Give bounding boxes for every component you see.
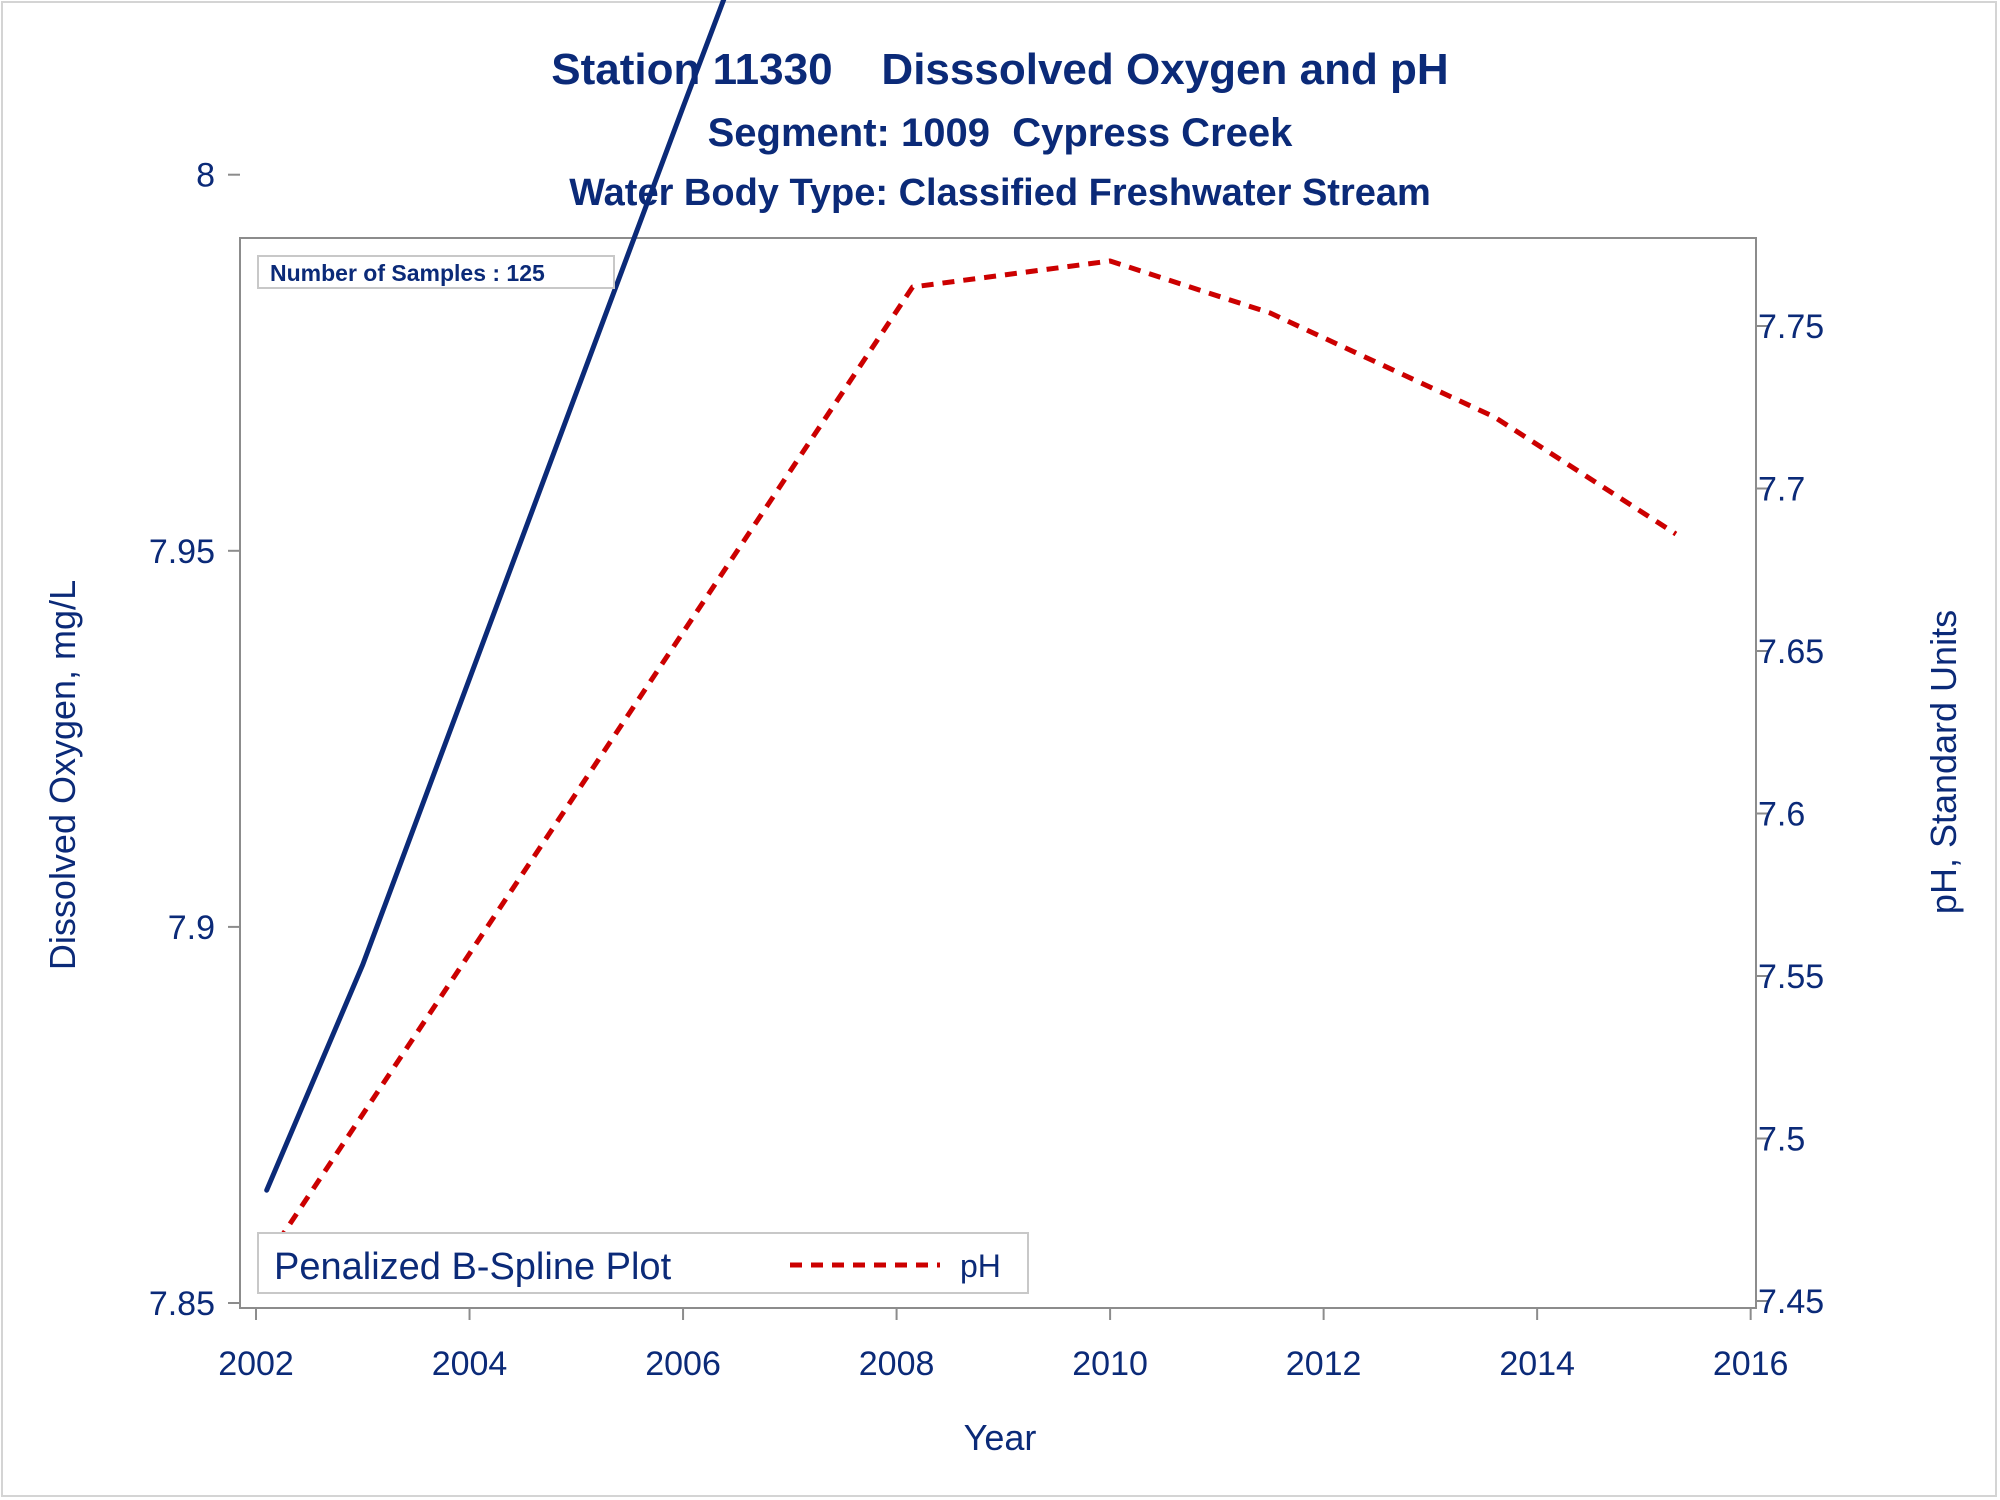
sample-count-text: Number of Samples : 125 bbox=[270, 260, 545, 286]
y-right-tick-label: 7.45 bbox=[1758, 1283, 1824, 1321]
y-left-tick-label: 7.85 bbox=[149, 1285, 215, 1323]
x-tick-label: 2010 bbox=[1072, 1345, 1148, 1383]
x-tick-label: 2012 bbox=[1286, 1345, 1362, 1383]
y-left-tick-label: 8 bbox=[196, 157, 215, 195]
legend-ph-label: pH bbox=[960, 1248, 1001, 1284]
y-axis-left-label: Dissolved Oxygen, mg/L bbox=[42, 580, 83, 970]
chart-title: Station 11330 Disssolved Oxygen and pH bbox=[551, 45, 1448, 94]
y-right-tick-label: 7.7 bbox=[1758, 471, 1805, 509]
y-right-tick-label: 7.75 bbox=[1758, 308, 1824, 346]
x-tick-label: 2008 bbox=[859, 1345, 935, 1383]
y-axis-right-label: pH, Standard Units bbox=[1923, 610, 1964, 914]
x-tick-label: 2016 bbox=[1713, 1345, 1789, 1383]
x-tick-label: 2002 bbox=[218, 1345, 294, 1383]
series-lines bbox=[264, 0, 1678, 1261]
x-tick-label: 2004 bbox=[432, 1345, 508, 1383]
y-right-tick-label: 7.6 bbox=[1758, 796, 1805, 834]
y-left-tick-label: 7.95 bbox=[149, 533, 215, 571]
y-axis-left: 7.857.97.9588.058.1 bbox=[149, 157, 240, 1323]
sample-count-box bbox=[257, 255, 615, 289]
x-tick-label: 2006 bbox=[645, 1345, 721, 1383]
x-axis-label: Year bbox=[964, 1417, 1037, 1458]
y-right-tick-label: 7.5 bbox=[1758, 1121, 1805, 1159]
x-tick-label: 2014 bbox=[1499, 1345, 1575, 1383]
series-dissolved-oxygen-line bbox=[264, 0, 727, 1193]
chart-subtitle: Segment: 1009 Cypress Creek bbox=[708, 111, 1294, 155]
x-axis: 2002 2004 2006 2008 2010 2012 2014 2016 bbox=[218, 1308, 1788, 1383]
series-ph-line bbox=[264, 258, 1678, 1261]
plot-area bbox=[239, 237, 1757, 1309]
chart-subtitle-water-body: Water Body Type: Classified Freshwater S… bbox=[569, 172, 1431, 214]
y-right-tick-label: 7.55 bbox=[1758, 958, 1824, 996]
legend-title: Penalized B-Spline Plot bbox=[274, 1246, 672, 1288]
y-axis-right: 7.45 7.5 7.55 7.6 7.65 7.7 7.75 bbox=[1756, 308, 1824, 1321]
y-right-tick-label: 7.65 bbox=[1758, 633, 1824, 671]
y-left-tick-label: 7.9 bbox=[168, 909, 215, 947]
